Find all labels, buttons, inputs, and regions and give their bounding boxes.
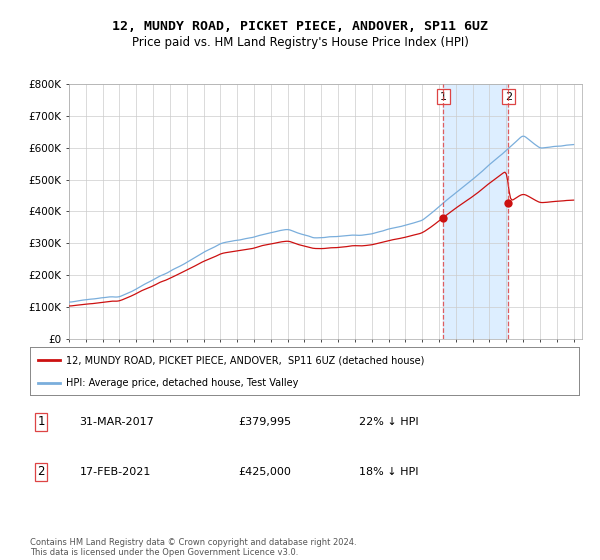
Text: 22% ↓ HPI: 22% ↓ HPI xyxy=(359,417,419,427)
Text: 17-FEB-2021: 17-FEB-2021 xyxy=(79,467,151,477)
Text: 12, MUNDY ROAD, PICKET PIECE, ANDOVER,  SP11 6UZ (detached house): 12, MUNDY ROAD, PICKET PIECE, ANDOVER, S… xyxy=(65,355,424,365)
Text: 1: 1 xyxy=(37,416,45,428)
Text: Price paid vs. HM Land Registry's House Price Index (HPI): Price paid vs. HM Land Registry's House … xyxy=(131,36,469,49)
Text: 2: 2 xyxy=(505,92,512,102)
Text: £379,995: £379,995 xyxy=(239,417,292,427)
Text: 31-MAR-2017: 31-MAR-2017 xyxy=(79,417,154,427)
Text: 1: 1 xyxy=(440,92,447,102)
Text: HPI: Average price, detached house, Test Valley: HPI: Average price, detached house, Test… xyxy=(65,378,298,388)
Text: Contains HM Land Registry data © Crown copyright and database right 2024.
This d: Contains HM Land Registry data © Crown c… xyxy=(30,538,356,557)
Text: £425,000: £425,000 xyxy=(239,467,292,477)
Text: 12, MUNDY ROAD, PICKET PIECE, ANDOVER, SP11 6UZ: 12, MUNDY ROAD, PICKET PIECE, ANDOVER, S… xyxy=(112,20,488,32)
Text: 2: 2 xyxy=(37,465,45,478)
Bar xyxy=(443,84,508,339)
Text: 18% ↓ HPI: 18% ↓ HPI xyxy=(359,467,419,477)
